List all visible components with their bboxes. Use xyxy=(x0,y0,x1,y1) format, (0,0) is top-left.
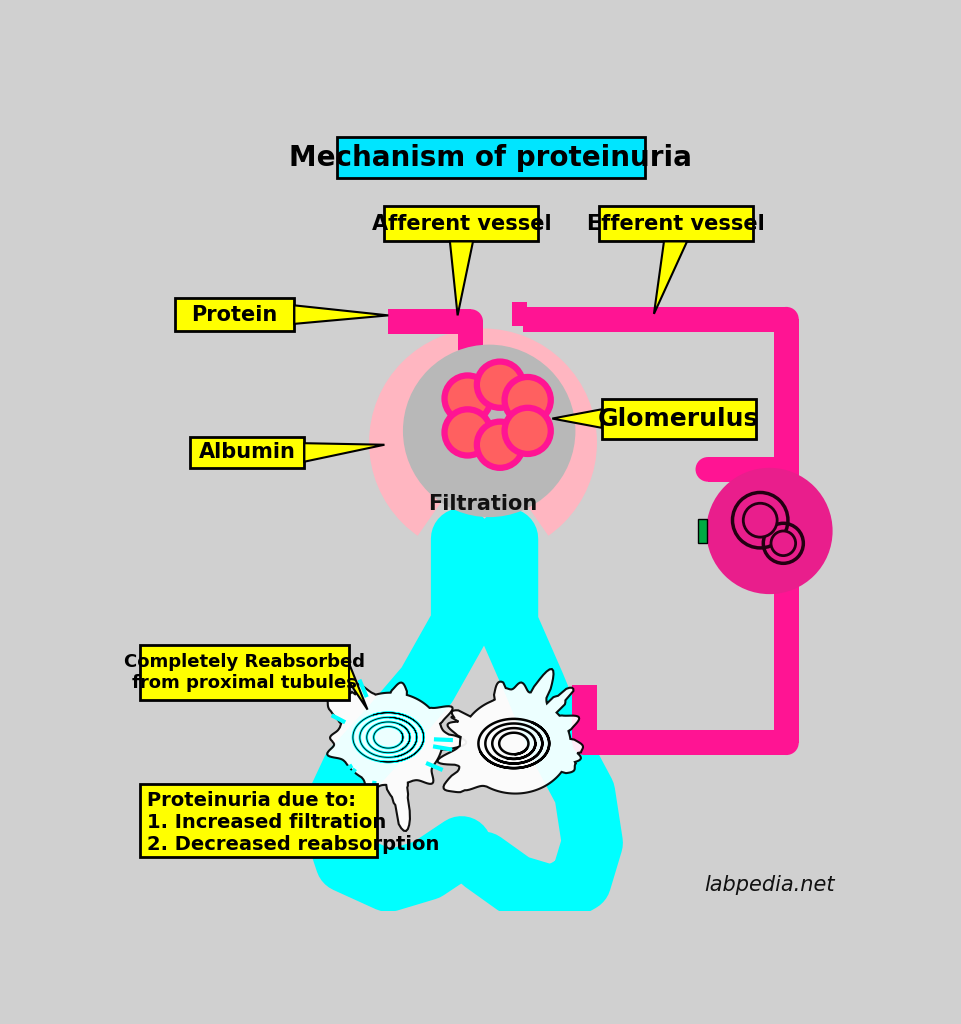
Text: Albumin: Albumin xyxy=(199,442,296,463)
Text: Proteinuria due to:
1. Increased filtration
2. Decreased reabsorption: Proteinuria due to: 1. Increased filtrat… xyxy=(147,792,439,854)
Text: labpedia.net: labpedia.net xyxy=(703,876,834,895)
Polygon shape xyxy=(774,469,798,594)
Circle shape xyxy=(572,730,597,755)
Circle shape xyxy=(457,338,482,362)
Polygon shape xyxy=(511,301,527,327)
Polygon shape xyxy=(294,305,388,324)
Circle shape xyxy=(477,422,523,468)
Circle shape xyxy=(770,531,795,556)
FancyBboxPatch shape xyxy=(336,137,644,178)
Polygon shape xyxy=(774,319,798,742)
FancyBboxPatch shape xyxy=(175,298,294,331)
FancyBboxPatch shape xyxy=(384,206,538,242)
Circle shape xyxy=(477,361,523,408)
Circle shape xyxy=(743,503,776,538)
Circle shape xyxy=(403,345,575,517)
Polygon shape xyxy=(323,681,466,831)
Polygon shape xyxy=(572,685,597,742)
Polygon shape xyxy=(653,242,686,313)
FancyBboxPatch shape xyxy=(598,206,752,242)
Circle shape xyxy=(774,730,798,755)
Circle shape xyxy=(705,468,831,594)
Circle shape xyxy=(505,408,551,454)
Circle shape xyxy=(505,377,551,423)
Polygon shape xyxy=(523,307,785,332)
Circle shape xyxy=(457,309,482,334)
Text: Glomerulus: Glomerulus xyxy=(598,407,758,430)
Circle shape xyxy=(444,376,490,422)
Polygon shape xyxy=(388,309,470,334)
Circle shape xyxy=(774,307,798,332)
Polygon shape xyxy=(437,669,582,794)
Wedge shape xyxy=(415,442,550,560)
FancyBboxPatch shape xyxy=(190,437,304,468)
Circle shape xyxy=(369,329,597,556)
FancyBboxPatch shape xyxy=(697,519,706,544)
FancyBboxPatch shape xyxy=(601,398,754,438)
Polygon shape xyxy=(584,730,785,755)
Polygon shape xyxy=(457,322,482,350)
Text: Protein: Protein xyxy=(191,304,278,325)
Polygon shape xyxy=(552,410,601,428)
Text: Filtration: Filtration xyxy=(428,494,537,514)
Polygon shape xyxy=(707,457,785,481)
Text: Mechanism of proteinuria: Mechanism of proteinuria xyxy=(289,143,691,172)
Text: Efferent vessel: Efferent vessel xyxy=(586,214,764,233)
FancyBboxPatch shape xyxy=(139,783,377,857)
Circle shape xyxy=(695,457,720,481)
Text: Completely Reabsorbed
from proximal tubules: Completely Reabsorbed from proximal tubu… xyxy=(124,653,364,692)
Polygon shape xyxy=(349,664,367,710)
Polygon shape xyxy=(450,242,473,315)
FancyBboxPatch shape xyxy=(139,645,349,700)
Text: Afferent vessel: Afferent vessel xyxy=(371,214,551,233)
Circle shape xyxy=(444,410,490,456)
Polygon shape xyxy=(304,443,384,462)
